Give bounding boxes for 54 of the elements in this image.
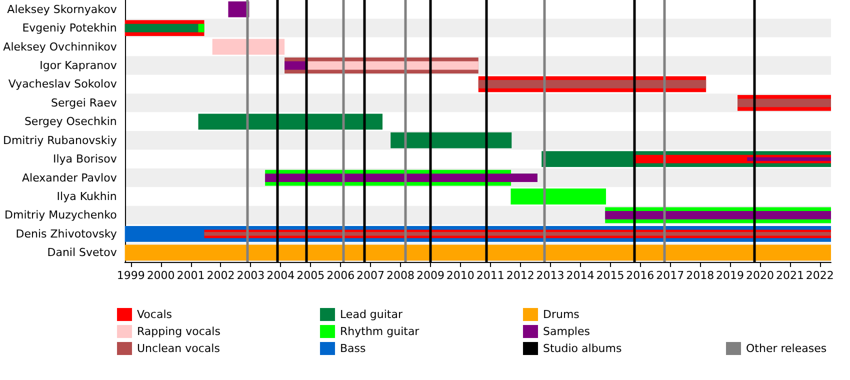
x-tick-label: 1999 [116,269,145,282]
x-tick-label: 2019 [716,269,744,282]
y-tick-label: Aleksey Ovchinnikov [3,40,118,54]
x-tick-label: 2003 [236,269,265,282]
legend-label: Lead guitar [340,308,403,321]
legend-label: Rhythm guitar [340,325,420,338]
x-tick-label: 2007 [356,269,385,282]
y-tick-label: Sergey Osechkin [24,115,117,128]
x-tick-label: 2008 [386,269,414,282]
y-tick-label: Igor Kapranov [40,59,118,72]
legend-label: Studio albums [543,342,622,355]
x-tick-label: 2009 [416,269,444,282]
x-tick-label: 2004 [266,269,295,282]
y-tick-label: Ilya Borisov [52,152,118,166]
x-tick-label: 2011 [476,269,504,282]
y-tick-label: Vyacheslav Sokolov [8,78,118,91]
y-tick-label: Sergei Raev [51,96,118,110]
x-tick-label: 2015 [596,269,624,282]
x-tick-label: 2002 [206,269,235,282]
legend-label: Unclean vocals [137,342,220,355]
x-tick-label: 2018 [686,269,714,282]
x-tick-label: 2001 [176,269,205,282]
bar [738,98,831,108]
x-tick-label: 2000 [146,269,175,282]
y-tick-label: Denis Zhivotovsky [16,227,118,240]
bar [478,80,706,88]
x-tick-label: 2010 [446,269,474,282]
bar [510,188,606,204]
x-tick-label: 2017 [656,269,684,282]
y-tick-label: Dmitriy Rubanovskiy [2,134,118,147]
x-tick-label: 2014 [566,269,594,282]
y-tick-label: Alexander Pavlov [22,171,118,184]
y-tick-label: Aleksey Skornyakov [7,2,118,16]
x-tick-label: 2005 [296,269,325,282]
x-tick-label: 2013 [536,269,564,282]
x-tick-label: 2020 [746,269,774,282]
legend-label: Other releases [746,342,827,355]
bar [198,114,383,130]
legend-label: Vocals [137,308,172,321]
legend-label: Rapping vocals [137,325,221,338]
x-tick-label: 2012 [506,269,534,282]
y-tick-label: Danil Svetov [47,246,118,260]
y-tick-label: Ilya Kukhin [56,190,117,203]
legend-label: Samples [543,325,590,338]
x-tick-label: 2006 [326,269,355,282]
bar [390,132,512,148]
y-tick-label: Dmitriy Muzychenko [4,208,118,222]
bar [605,211,831,220]
legend-label: Bass [340,342,366,355]
y-tick-label: Evgeniy Potekhin [22,22,117,35]
x-tick-label: 2016 [626,269,654,282]
x-tick-label: 2021 [776,269,804,282]
x-tick-label: 2022 [806,269,834,282]
legend-label: Drums [543,308,580,321]
